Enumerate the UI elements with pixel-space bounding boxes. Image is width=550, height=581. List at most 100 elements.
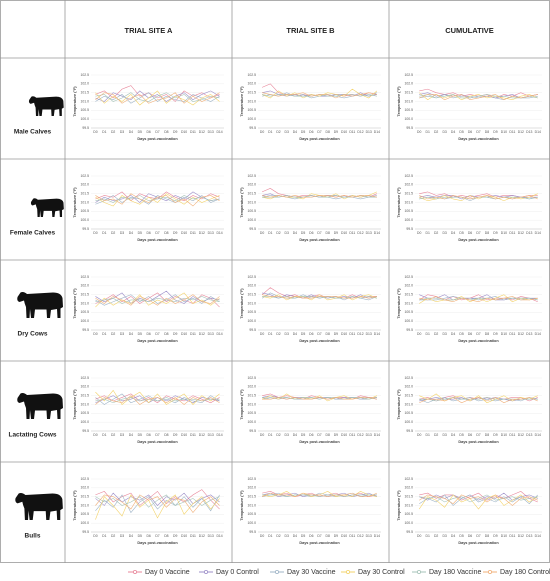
x-tick-label: D10	[181, 130, 187, 134]
x-tick-label: D8	[485, 130, 489, 134]
x-tick-label: D1	[268, 433, 272, 437]
y-tick-label: 102.5	[81, 174, 90, 178]
x-tick-label: D8	[164, 332, 168, 336]
x-tick-label: D11	[190, 231, 196, 235]
x-tick-label: D12	[199, 130, 205, 134]
y-tick-label: 99.5	[406, 227, 413, 231]
x-tick-label: D8	[485, 231, 489, 235]
x-axis-label: Days post-vaccination	[458, 541, 499, 545]
legend-marker	[274, 570, 279, 575]
mini-chart: 99.5 100.0 100.5 101.0 101.5 102.0 102.5 D0 D1 D2…	[73, 174, 224, 242]
y-tick-label: 101.5	[81, 192, 90, 196]
x-tick-label: D6	[309, 332, 313, 336]
y-axis-label: Temperature (°F)	[240, 86, 244, 117]
x-tick-label: D1	[268, 332, 272, 336]
x-tick-label: D2	[111, 332, 115, 336]
x-tick-label: D1	[102, 534, 106, 538]
x-tick-label: D11	[349, 332, 355, 336]
mini-chart: 99.5 100.0 100.5 101.0 101.5 102.0 102.5 D0 D1 D2…	[73, 477, 224, 545]
y-axis-label: Temperature (°F)	[73, 86, 77, 117]
x-tick-label: D12	[357, 231, 363, 235]
y-axis-label: Temperature (°F)	[73, 288, 77, 319]
series-line	[419, 296, 538, 303]
x-tick-label: D4	[451, 130, 455, 134]
x-tick-label: D13	[526, 130, 532, 134]
x-tick-label: D2	[434, 433, 438, 437]
x-tick-label: D8	[326, 231, 330, 235]
y-axis-label: Temperature (°F)	[240, 490, 244, 521]
legend-marker	[416, 570, 421, 575]
x-tick-label: D8	[164, 231, 168, 235]
mini-chart: 99.5 100.0 100.5 101.0 101.5 102.0 102.5 D0 D1 D2…	[397, 477, 542, 545]
y-tick-label: 101.5	[248, 293, 257, 297]
y-tick-label: 101.0	[405, 503, 414, 507]
y-tick-label: 102.0	[81, 486, 90, 490]
x-tick-label: D9	[334, 231, 338, 235]
x-tick-label: D8	[326, 433, 330, 437]
y-tick-label: 102.0	[81, 183, 90, 187]
x-tick-label: D10	[501, 534, 507, 538]
x-tick-label: D2	[276, 231, 280, 235]
x-tick-label: D3	[285, 332, 289, 336]
row-label: Dry Cows	[18, 331, 48, 338]
x-tick-label: D6	[146, 433, 150, 437]
x-tick-label: D11	[190, 534, 196, 538]
y-tick-label: 102.5	[405, 73, 414, 77]
x-tick-label: D11	[349, 433, 355, 437]
x-axis-label: Days post-vaccination	[137, 238, 178, 242]
series-line	[95, 92, 220, 102]
x-tick-label: D12	[357, 332, 363, 336]
x-tick-label: D9	[493, 433, 497, 437]
y-tick-label: 99.5	[82, 328, 89, 332]
x-tick-label: D9	[334, 534, 338, 538]
legend-marker	[203, 570, 208, 575]
x-tick-label: D7	[317, 433, 321, 437]
x-tick-label: D0	[93, 231, 97, 235]
x-tick-label: D10	[501, 231, 507, 235]
legend-label: Day 180 Control	[500, 569, 550, 576]
y-axis-label: Temperature (°F)	[397, 490, 401, 521]
x-tick-label: D8	[326, 130, 330, 134]
x-tick-label: D3	[120, 231, 124, 235]
y-axis-label: Temperature (°F)	[73, 490, 77, 521]
y-tick-label: 102.5	[81, 477, 90, 481]
y-tick-label: 102.0	[81, 284, 90, 288]
x-tick-label: D3	[120, 433, 124, 437]
x-tick-label: D0	[417, 231, 421, 235]
y-tick-label: 101.0	[248, 99, 257, 103]
y-axis-label: Temperature (°F)	[240, 389, 244, 420]
x-tick-label: D2	[111, 130, 115, 134]
y-tick-label: 100.5	[81, 310, 90, 314]
x-tick-label: D9	[493, 231, 497, 235]
x-tick-label: D4	[451, 332, 455, 336]
y-tick-label: 100.0	[81, 319, 90, 323]
y-tick-label: 100.5	[405, 512, 414, 516]
y-tick-label: 99.5	[249, 530, 256, 534]
y-tick-label: 100.0	[405, 218, 414, 222]
x-tick-label: D6	[468, 231, 472, 235]
x-tick-label: D8	[164, 433, 168, 437]
legend-label: Day 0 Vaccine	[145, 569, 190, 576]
x-tick-label: D5	[301, 534, 305, 538]
x-tick-label: D10	[181, 433, 187, 437]
x-tick-label: D5	[301, 332, 305, 336]
x-tick-label: D12	[199, 433, 205, 437]
y-tick-label: 102.0	[405, 486, 414, 490]
y-tick-label: 100.0	[248, 117, 257, 121]
x-tick-label: D1	[426, 433, 430, 437]
x-tick-label: D3	[442, 534, 446, 538]
y-tick-label: 102.0	[405, 183, 414, 187]
series-line	[95, 92, 220, 104]
x-tick-label: D7	[317, 534, 321, 538]
x-tick-label: D4	[129, 332, 133, 336]
mini-chart: 99.5 100.0 100.5 101.0 101.5 102.0 102.5 D0 D1 D2…	[240, 73, 381, 141]
series-line	[95, 296, 220, 304]
x-tick-label: D0	[417, 433, 421, 437]
x-tick-label: D5	[138, 433, 142, 437]
y-tick-label: 101.0	[81, 301, 90, 305]
x-tick-label: D11	[190, 433, 196, 437]
y-tick-label: 101.0	[248, 402, 257, 406]
x-tick-label: D2	[434, 231, 438, 235]
column-header: TRIAL SITE B	[286, 26, 335, 35]
x-tick-label: D6	[468, 130, 472, 134]
